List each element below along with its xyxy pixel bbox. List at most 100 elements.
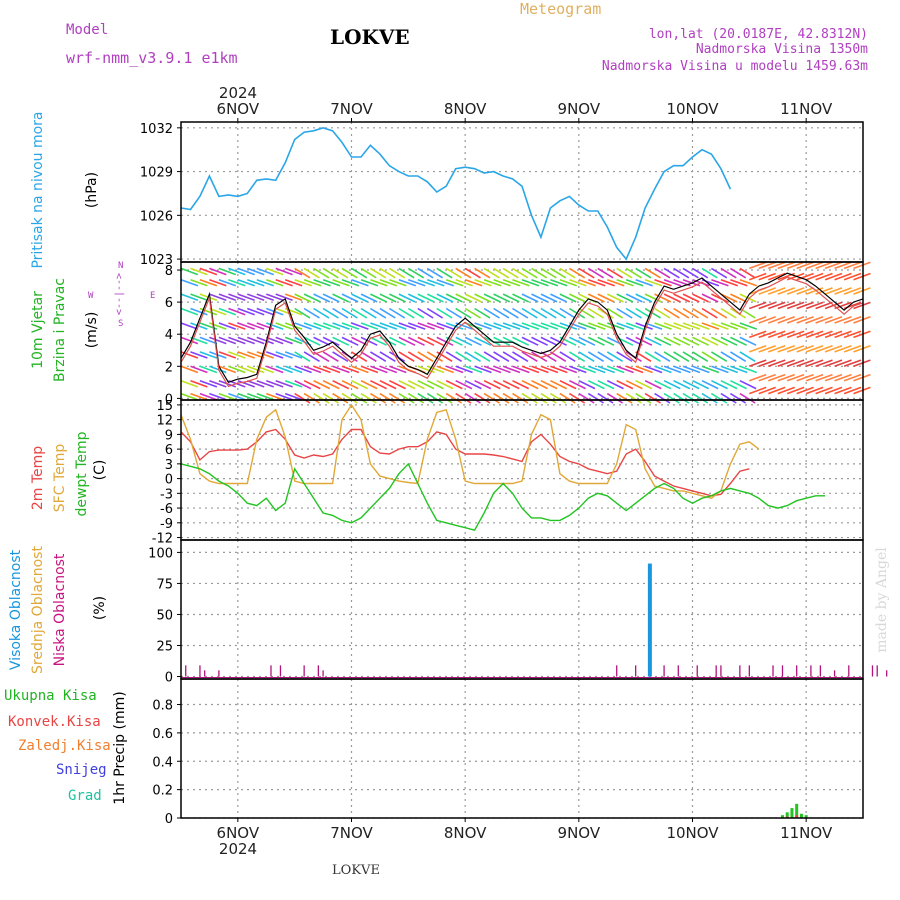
wind-vector [474,322,492,330]
wind-vector [379,379,397,390]
wind-vector [512,392,529,404]
wind-vector [777,373,795,382]
conv-precip-bar [795,815,799,818]
wind-vector [616,379,634,390]
wind-vector [398,336,416,346]
wind-vector [682,365,701,374]
temp2m-line [180,428,750,497]
wind-vector [512,379,530,390]
wind-vector [739,278,758,287]
y-tick-label: -3 [160,487,173,502]
wind-vector [389,379,406,390]
wind-vector [427,322,445,330]
wind-vector [294,278,312,287]
wind-vector [654,267,671,279]
pressure-line [180,126,732,261]
wind-vector [237,392,255,401]
wind-vector [682,267,699,279]
y-tick-label: 0 [165,473,173,488]
wind-vector [824,386,843,395]
dewpoint-line [180,462,826,532]
wind-vector [578,322,596,330]
wind-vector [569,278,587,287]
wind-vector [247,322,265,330]
wind-vector [587,392,605,404]
wind-vector [332,365,350,374]
precip-unit: 1hr Precip (mm) [112,691,128,804]
wind-vector [682,392,699,404]
wind-vector [379,293,397,303]
wind-vector [426,267,444,279]
wind-vector [228,278,246,287]
wind-vector [247,392,265,401]
wind-vector [379,307,396,319]
wind-vector [768,373,786,382]
wind-vector [341,267,358,279]
wind-vector [663,392,680,404]
wind-vector [237,267,255,276]
elevation-text: Nadmorska Visina 1350m [696,42,868,57]
wind-vector [824,287,843,295]
high-cloud-bar [647,563,652,677]
total-precip-bar [804,815,808,818]
wind-vector [455,351,472,362]
wind-vector [531,322,549,330]
wind-vector [218,392,237,401]
year-bottom: 2024 [219,840,257,858]
wind-vector [426,307,444,319]
wind-vector [815,386,833,395]
wind-vector [332,293,350,303]
wind-vector [796,359,814,368]
wind-vector [209,336,227,345]
wind-vector [370,278,388,287]
wind-vector [587,351,605,362]
wind-vector [739,293,757,303]
wind-vector [531,267,548,279]
wind-vector [388,267,406,279]
wind-vector [379,351,396,362]
wind-vector [654,293,672,303]
total-precip-bar [790,808,794,818]
wind-vector [190,365,208,374]
wind-vector [388,307,406,319]
wind-vector [237,351,255,359]
wind-vector [313,392,330,404]
wind-vector [218,351,237,359]
day-label-top: 10NOV [666,100,719,118]
wind-vector [237,322,255,330]
wind-vector [190,379,208,388]
wind-vector [644,351,661,362]
wind-vector [834,316,852,324]
wind-vector [502,267,519,279]
wind-vector [578,379,596,390]
wind-vector [247,365,265,374]
wind-vector [266,278,284,287]
wind-vector [635,278,653,287]
wind-vector [332,392,349,404]
wind-vector [436,365,454,374]
wind-vector [559,293,577,303]
wind-vector [313,278,331,287]
wind-vector [445,351,463,362]
conv-precip-label: Konvek.Kisa [8,714,101,730]
wind-vector [228,351,246,359]
wind-vector [407,379,425,390]
wind-vector [853,301,871,310]
wind-vector [569,322,587,330]
wind-vector [483,278,502,287]
wind-vector [190,267,208,276]
wind-vector [644,336,662,346]
wind-vector [417,379,435,390]
wind-vector [360,351,377,362]
year-top: 2024 [219,84,257,102]
wind-vector [379,322,398,330]
wind-vector [796,272,814,281]
day-label-top: 11NOV [780,100,833,118]
wind-vector [303,379,321,390]
wind-vector [569,365,587,374]
day-label-top: 7NOV [330,100,373,118]
wind-vector [606,351,624,362]
wind-vector [351,293,369,303]
wind-vector [521,322,540,330]
wind-vector [521,392,538,404]
